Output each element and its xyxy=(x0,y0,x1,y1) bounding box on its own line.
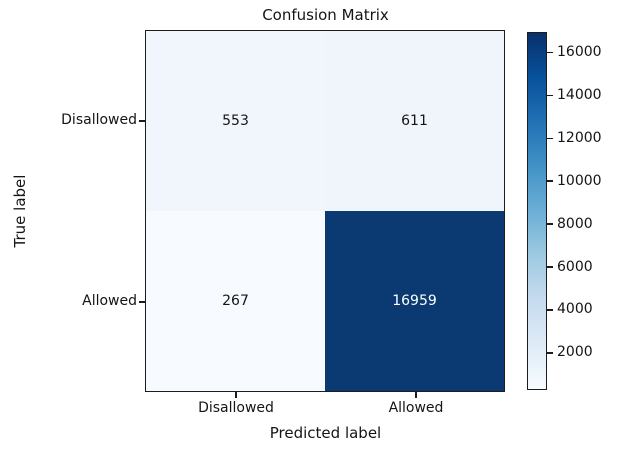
colorbar-gradient xyxy=(528,33,546,389)
x-tick-mark-disallowed xyxy=(235,392,237,398)
colorbar-tick-mark xyxy=(547,180,553,183)
x-tick-label-allowed: Allowed xyxy=(388,400,444,416)
colorbar-tick-mark xyxy=(547,266,553,268)
x-tick-mark-allowed xyxy=(415,392,417,398)
colorbar-tick-mark xyxy=(547,309,553,311)
matrix-cell-true-allowed-pred-disallowed: 267 xyxy=(146,211,325,391)
y-tick-mark-allowed xyxy=(139,301,145,303)
colorbar-tick-mark xyxy=(547,223,553,225)
matrix-cell-true-allowed-pred-allowed: 16959 xyxy=(325,211,504,391)
chart-title: Confusion Matrix xyxy=(262,6,389,24)
y-tick-mark-disallowed xyxy=(139,120,145,122)
colorbar-tick-label: 6000 xyxy=(557,258,593,275)
colorbar-tick-label: 16000 xyxy=(557,44,602,61)
colorbar-tick-mark xyxy=(547,137,553,140)
y-axis-label: True label xyxy=(11,174,29,248)
matrix-cell-true-disallowed-pred-disallowed: 553 xyxy=(146,31,325,211)
colorbar xyxy=(527,32,547,390)
colorbar-tick-label: 10000 xyxy=(557,172,602,189)
colorbar-tick-label: 2000 xyxy=(557,344,593,361)
colorbar-tick-mark xyxy=(547,51,553,54)
colorbar-tick-mark xyxy=(547,352,553,354)
colorbar-tick-label: 14000 xyxy=(557,86,602,103)
colorbar-tick-mark xyxy=(547,94,553,97)
y-tick-label-disallowed: Disallowed xyxy=(61,112,137,128)
x-axis-label: Predicted label xyxy=(269,424,382,442)
x-tick-label-disallowed: Disallowed xyxy=(198,400,274,416)
colorbar-tick-label: 12000 xyxy=(557,129,602,146)
matrix-cell-true-disallowed-pred-allowed: 611 xyxy=(325,31,504,211)
colorbar-tick-label: 8000 xyxy=(557,215,593,232)
heatmap-plot: 553 611 267 16959 xyxy=(145,30,505,392)
colorbar-tick-label: 4000 xyxy=(557,301,593,318)
y-tick-label-allowed: Allowed xyxy=(82,293,137,309)
